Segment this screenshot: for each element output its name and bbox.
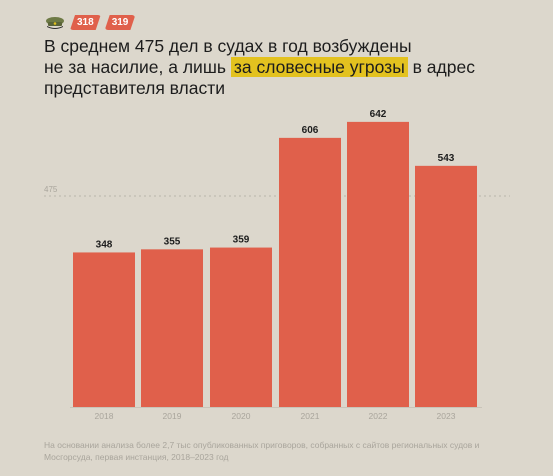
- bar-2020: [210, 247, 272, 407]
- military-cap-icon: [46, 16, 64, 29]
- title-highlight: за словесные угрозы: [230, 57, 408, 77]
- badge-319[interactable]: 319: [105, 15, 136, 30]
- data-label-2019: 355: [164, 236, 181, 247]
- bar-2022: [347, 121, 409, 408]
- x-tick-2021: 2021: [301, 411, 320, 421]
- title-line2-start: не за насилие, а лишь: [44, 57, 231, 77]
- title-line3: представителя власти: [44, 78, 226, 98]
- chart-title: В среднем 475 дел в судах в год возбужде…: [44, 36, 514, 99]
- bar-2023: [415, 165, 477, 407]
- x-tick-2019: 2019: [163, 411, 182, 421]
- x-tick-2020: 2020: [232, 411, 251, 421]
- data-label-2018: 348: [96, 239, 113, 250]
- bar-2019: [141, 249, 203, 407]
- data-label-2021: 606: [302, 125, 319, 136]
- title-line1: В среднем 475 дел в судах в год возбужде…: [44, 36, 412, 56]
- reference-line-label: 475: [44, 185, 58, 194]
- data-label-2022: 642: [370, 109, 387, 120]
- x-tick-2023: 2023: [437, 411, 456, 421]
- bar-2021: [279, 137, 341, 408]
- data-label-2020: 359: [233, 235, 250, 246]
- x-tick-2022: 2022: [369, 411, 388, 421]
- badges: 318 319: [44, 15, 135, 30]
- data-label-2023: 543: [438, 153, 455, 164]
- badge-318[interactable]: 318: [70, 15, 101, 30]
- x-tick-2018: 2018: [95, 411, 114, 421]
- footnote: На основании анализа более 2,7 тыс опубл…: [44, 440, 480, 462]
- bar-2018: [73, 252, 135, 407]
- title-line2-end: в адрес: [407, 57, 475, 77]
